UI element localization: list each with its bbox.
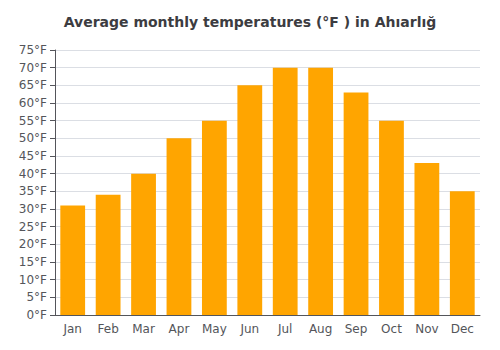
svg-text:Jul: Jul [277, 322, 292, 336]
svg-text:65°F: 65°F [19, 78, 47, 92]
svg-text:0°F: 0°F [26, 308, 47, 322]
svg-text:Aug: Aug [309, 322, 332, 336]
svg-text:Oct: Oct [381, 322, 402, 336]
svg-text:Apr: Apr [169, 322, 190, 336]
svg-text:15°F: 15°F [19, 255, 47, 269]
svg-text:Jun: Jun [239, 322, 259, 336]
svg-text:10°F: 10°F [19, 273, 47, 287]
svg-text:20°F: 20°F [19, 237, 47, 251]
svg-text:Jan: Jan [62, 322, 82, 336]
svg-text:Nov: Nov [415, 322, 438, 336]
svg-text:May: May [202, 322, 227, 336]
svg-text:Sep: Sep [345, 322, 368, 336]
svg-text:Mar: Mar [132, 322, 155, 336]
svg-text:Feb: Feb [98, 322, 119, 336]
svg-text:45°F: 45°F [19, 149, 47, 163]
svg-text:60°F: 60°F [19, 96, 47, 110]
svg-text:35°F: 35°F [19, 184, 47, 198]
svg-text:75°F: 75°F [19, 43, 47, 57]
svg-text:Dec: Dec [451, 322, 474, 336]
svg-text:25°F: 25°F [19, 220, 47, 234]
svg-text:5°F: 5°F [26, 290, 47, 304]
svg-text:30°F: 30°F [19, 202, 47, 216]
svg-text:50°F: 50°F [19, 131, 47, 145]
svg-text:55°F: 55°F [19, 114, 47, 128]
svg-text:Average monthly temperatures (: Average monthly temperatures (°F ) in Ah… [64, 14, 437, 30]
svg-text:70°F: 70°F [19, 61, 47, 75]
svg-text:40°F: 40°F [19, 167, 47, 181]
